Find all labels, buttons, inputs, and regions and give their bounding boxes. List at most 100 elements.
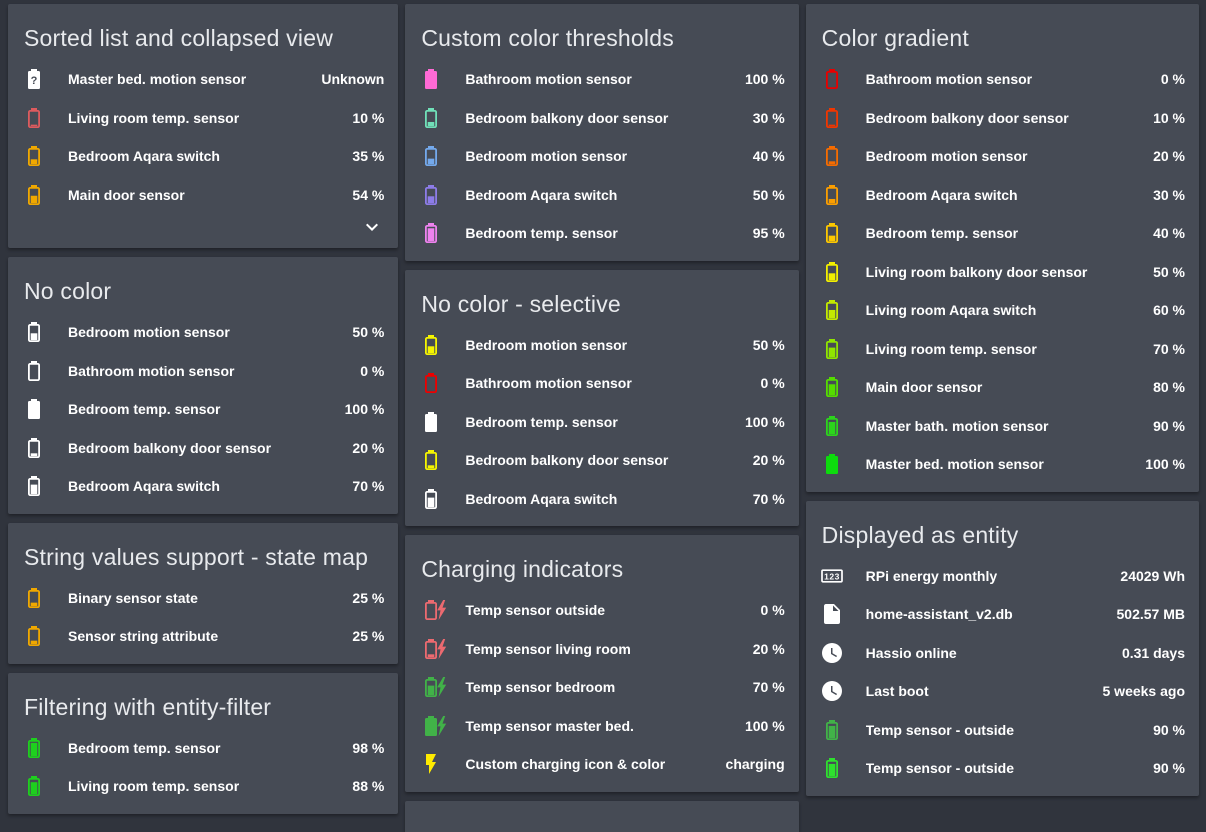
entity-name: Binary sensor state xyxy=(68,589,198,606)
battery-icon xyxy=(820,183,844,207)
battery-icon xyxy=(22,436,46,460)
entity-row[interactable]: Bedroom Aqara switch 70 % xyxy=(405,480,798,519)
entity-name: Bathroom motion sensor xyxy=(865,71,1033,88)
entity-row[interactable]: Sensor string attribute 25 % xyxy=(8,617,398,656)
entity-row[interactable]: Main door sensor 80 % xyxy=(806,368,1199,407)
entity-value: 90 % xyxy=(1153,721,1185,738)
battery-icon xyxy=(22,736,46,760)
entity-value: 0 % xyxy=(760,375,785,392)
entity-row[interactable]: Temp sensor bedroom 70 % xyxy=(405,668,798,707)
entity-row[interactable]: Bedroom motion sensor 50 % xyxy=(405,326,798,365)
entity-row[interactable]: Bedroom temp. sensor 95 % xyxy=(405,214,798,253)
battery-card: String values support - state map Binary … xyxy=(8,522,399,664)
entity-row[interactable]: Bathroom motion sensor 100 % xyxy=(405,60,798,99)
entity-row[interactable]: Bedroom temp. sensor 40 % xyxy=(806,214,1199,253)
entity-name: Bedroom motion sensor xyxy=(465,148,628,165)
entity-row[interactable]: Bathroom motion sensor 0 % xyxy=(405,364,798,403)
entity-row[interactable]: ? Master bed. motion sensor Unknown xyxy=(8,60,398,99)
entity-row[interactable]: home-assistant_v2.db 502.57 MB xyxy=(806,595,1199,634)
entity-row[interactable]: Master bed. motion sensor 100 % xyxy=(806,445,1199,484)
battery-charging-icon xyxy=(419,598,447,622)
entity-value: 90 % xyxy=(1153,417,1185,434)
battery-icon xyxy=(820,260,844,284)
entity-name: Bedroom Aqara switch xyxy=(465,186,618,203)
entity-row[interactable]: Bedroom balkony door sensor 20 % xyxy=(405,441,798,480)
card-title: Sorted list and collapsed view xyxy=(24,25,333,51)
entity-row[interactable]: Temp sensor - outside 90 % xyxy=(806,749,1199,788)
entity-name: Bedroom motion sensor xyxy=(465,336,628,353)
entity-row[interactable]: Binary sensor state 25 % xyxy=(8,579,398,618)
card-title: No color - selective xyxy=(421,290,621,317)
entity-name: Bedroom balkony door sensor xyxy=(865,109,1069,126)
entity-value: 40 % xyxy=(752,148,785,165)
chevron-down-icon[interactable] xyxy=(360,215,384,239)
entity-row[interactable]: Temp sensor living room 20 % xyxy=(405,630,798,669)
svg-text:?: ? xyxy=(31,75,38,87)
entity-row[interactable]: Bedroom temp. sensor 98 % xyxy=(8,729,398,768)
entity-row[interactable]: Bedroom Aqara switch 35 % xyxy=(8,137,398,176)
entity-row[interactable]: Master bath. motion sensor 90 % xyxy=(806,407,1199,446)
entity-row[interactable]: Bedroom motion sensor 40 % xyxy=(405,137,798,176)
entity-row[interactable]: Living room balkony door sensor 50 % xyxy=(806,253,1199,292)
entity-row[interactable]: Living room Aqara switch 60 % xyxy=(806,291,1199,330)
entity-row[interactable]: Bedroom balkony door sensor 10 % xyxy=(806,99,1199,138)
entity-row[interactable]: Bedroom balkony door sensor 20 % xyxy=(8,429,398,468)
battery-icon xyxy=(820,144,844,168)
entity-name: Bedroom temp. sensor xyxy=(865,225,1019,242)
entity-row[interactable]: Living room temp. sensor 88 % xyxy=(8,767,398,806)
entity-value: 50 % xyxy=(1153,263,1185,280)
entity-value: 100 % xyxy=(344,401,385,418)
entity-row[interactable]: Bedroom Aqara switch 70 % xyxy=(8,467,398,506)
entity-name: Living room temp. sensor xyxy=(865,340,1037,357)
entity-value: 50 % xyxy=(752,186,785,203)
battery-icon xyxy=(820,67,844,91)
entity-row[interactable]: Bedroom temp. sensor 100 % xyxy=(8,390,398,429)
entity-row[interactable]: 123 RPi energy monthly 24029 Wh xyxy=(806,557,1199,596)
entity-value: 20 % xyxy=(1153,148,1185,165)
entity-value: 5 weeks ago xyxy=(1102,683,1186,700)
entity-value: 0 % xyxy=(1160,71,1185,88)
entity-value: 70 % xyxy=(752,679,785,696)
battery-icon xyxy=(820,718,844,742)
entity-row[interactable]: Temp sensor master bed. 100 % xyxy=(405,707,798,746)
battery-icon xyxy=(419,333,443,357)
entity-value: 20 % xyxy=(352,439,385,456)
entity-row[interactable]: Custom charging icon & color charging xyxy=(405,745,798,784)
entity-row[interactable]: Main door sensor 54 % xyxy=(8,176,398,215)
entity-row[interactable]: Bedroom temp. sensor 100 % xyxy=(405,403,798,442)
entity-name: Custom charging icon & color xyxy=(465,756,666,773)
battery-icon xyxy=(820,375,844,399)
entity-row[interactable]: Bedroom motion sensor 50 % xyxy=(8,313,398,352)
entity-row[interactable]: Bedroom motion sensor 20 % xyxy=(806,137,1199,176)
card-title: String values support - state map xyxy=(24,543,369,570)
entity-row[interactable]: Living room temp. sensor 70 % xyxy=(806,330,1199,369)
entity-row[interactable]: Temp sensor outside 0 % xyxy=(405,591,798,630)
entity-row[interactable]: Bedroom Aqara switch 30 % xyxy=(806,176,1199,215)
entity-value: 30 % xyxy=(752,109,785,126)
entity-row[interactable]: Last boot 5 weeks ago xyxy=(806,672,1199,711)
entity-row[interactable]: Temp sensor - outside 90 % xyxy=(806,711,1199,750)
battery-icon xyxy=(419,183,443,207)
column-2: Custom color thresholds Bathroom motion s… xyxy=(405,4,799,832)
entity-row[interactable]: Hassio online 0.31 days xyxy=(806,634,1199,673)
entity-row[interactable]: Bedroom balkony door sensor 30 % xyxy=(405,99,798,138)
entity-name: Bedroom balkony door sensor xyxy=(68,439,272,456)
entity-value: Unknown xyxy=(321,71,385,88)
battery-icon xyxy=(820,106,844,130)
entity-name: Living room temp. sensor xyxy=(68,778,240,795)
entity-row[interactable]: Bedroom Aqara switch 50 % xyxy=(405,176,798,215)
entity-value: 70 % xyxy=(1153,340,1185,357)
entity-row[interactable]: Bathroom motion sensor 0 % xyxy=(806,60,1199,99)
battery-icon xyxy=(820,414,844,438)
entity-value: 0 % xyxy=(360,362,385,379)
entity-name: home-assistant_v2.db xyxy=(865,606,1013,623)
entity-value: 0 % xyxy=(760,602,785,619)
entity-name: Bedroom balkony door sensor xyxy=(465,109,669,126)
battery-icon xyxy=(22,144,46,168)
flash-icon xyxy=(419,752,443,776)
entity-name: Bathroom motion sensor xyxy=(465,71,632,88)
entity-row[interactable]: Bathroom motion sensor 0 % xyxy=(8,352,398,391)
entity-row[interactable]: Living room temp. sensor 10 % xyxy=(8,99,398,138)
entity-value: 50 % xyxy=(752,336,785,353)
entity-value: 98 % xyxy=(352,739,385,756)
